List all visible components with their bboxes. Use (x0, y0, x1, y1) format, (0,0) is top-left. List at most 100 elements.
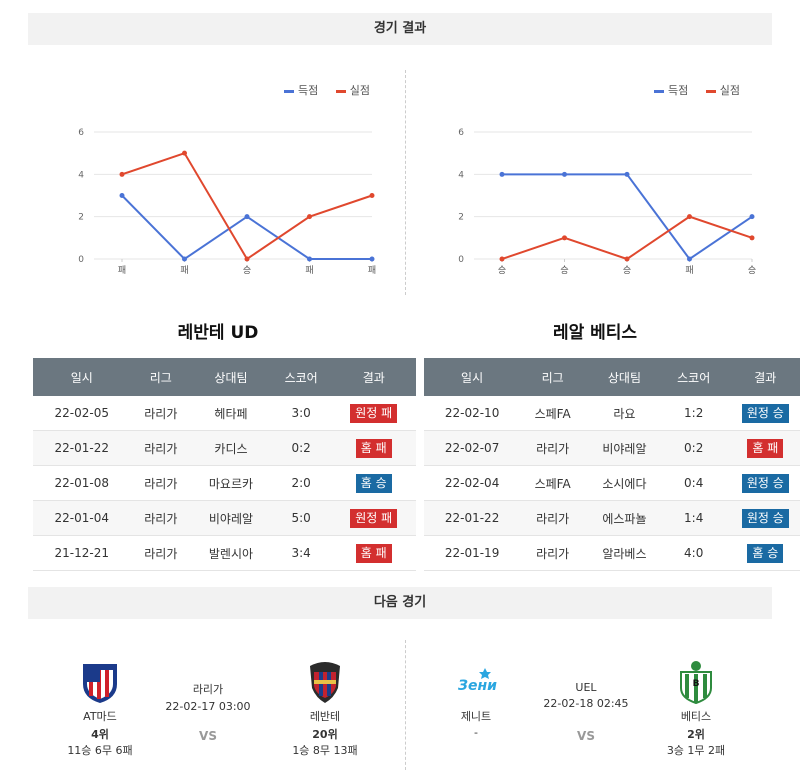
x-tick-label: 패 (305, 265, 313, 276)
next-left-away-team[interactable]: 레반테 20위 1승 8무 13패 (270, 658, 380, 758)
vs-label: VS (199, 729, 217, 743)
y-tick-label: 0 (458, 255, 464, 265)
data-point (244, 256, 250, 262)
y-tick-label: 4 (78, 170, 84, 180)
data-point (624, 256, 630, 262)
svg-text:Зенит: Зенит (458, 678, 497, 694)
data-point (369, 193, 375, 198)
legend-conceded-label: 실점 (349, 84, 370, 97)
result-badge: 원정 승 (741, 473, 789, 493)
series-line-scored (121, 194, 372, 261)
cell-opponent: 알라베스 (585, 535, 664, 571)
next-left-home-team[interactable]: AT마드 4위 11승 6무 6패 (45, 658, 155, 758)
result-badge: 원정 패 (350, 508, 398, 528)
cell-league: 라리가 (130, 535, 192, 571)
data-point (119, 193, 125, 198)
result-badge: 원정 패 (350, 403, 398, 423)
cell-score: 1:2 (663, 396, 724, 431)
data-point (749, 235, 755, 241)
match-datetime: 22-02-17 03:00 (165, 700, 251, 713)
next-right-home-team[interactable]: Зенит 제니트 - (421, 658, 531, 739)
legend-scored-label: 득점 (668, 84, 689, 97)
table-row: 22-01-22 라리가 에스파뇰 1:4 원정 승 (424, 500, 800, 536)
header-result: 결과 (331, 358, 416, 396)
table-row: 21-12-21 라리가 발렌시아 3:4 홈 패 (33, 535, 416, 571)
data-point (182, 256, 187, 262)
cell-league: 라리가 (520, 500, 586, 536)
cell-league: 라리가 (520, 430, 586, 466)
legend-conceded: 실점 (705, 84, 740, 97)
cell-result: 원정 승 (723, 396, 800, 431)
right-results-table: 일시 리그 상대팀 스코어 결과 22-02-10 스페FA 라요 1:2 원정 승 22… (424, 358, 800, 571)
y-tick-label: 2 (458, 213, 464, 223)
legend-scored: 득점 (654, 84, 688, 97)
svg-text:B: B (693, 679, 700, 689)
team-rank: 20위 (312, 728, 338, 741)
levante-logo-icon (304, 658, 346, 704)
data-point (307, 256, 312, 262)
data-point (624, 171, 630, 177)
cell-date: 22-02-04 (424, 465, 521, 501)
header-opponent: 상대팀 (191, 358, 271, 396)
cell-result: 홈 패 (723, 430, 800, 466)
next-left-match-info: 라리가 22-02-17 03:00 (153, 681, 263, 713)
left-team-title: 레반테 UD (177, 323, 259, 343)
result-badge: 홈 승 (355, 473, 392, 493)
cell-score: 5:0 (270, 500, 332, 536)
x-tick-label: 승 (623, 265, 631, 276)
cell-result: 원정 승 (723, 465, 800, 501)
cell-opponent: 헤타페 (191, 396, 271, 431)
series-line-conceded (501, 215, 753, 261)
cell-result: 원정 패 (331, 500, 416, 536)
cell-league: 스페FA (520, 396, 586, 431)
y-tick-label: 6 (458, 128, 464, 138)
cell-league: 라리가 (130, 396, 192, 431)
table-row: 22-02-04 스페FA 소시에다 0:4 원정 승 (424, 465, 800, 501)
table-row: 22-01-19 라리가 알라베스 4:0 홈 승 (424, 535, 800, 571)
data-point (307, 214, 312, 220)
header-date: 일시 (33, 358, 131, 396)
table-row: 22-02-10 스페FA 라요 1:2 원정 승 (424, 396, 800, 431)
next-right-match-info: UEL 22-02-18 02:45 (531, 681, 641, 710)
legend-conceded-label: 실점 (719, 84, 740, 97)
x-tick-label: 승 (498, 265, 506, 276)
team-record: 3승 1무 2패 (666, 744, 726, 757)
right-form-chart: 득점 실점 0 2 4 6 승 승 승 패 승 (440, 60, 780, 295)
cell-score: 0:2 (663, 430, 724, 466)
x-tick-label: 승 (560, 265, 568, 276)
table-header-row: 일시 리그 상대팀 스코어 결과 (33, 358, 416, 396)
cell-opponent: 발렌시아 (191, 535, 271, 571)
cell-opponent: 소시에다 (585, 465, 664, 501)
right-chart-legend: 득점 실점 (640, 82, 740, 98)
next-right-away-team[interactable]: B 베티스 2위 3승 1무 2패 (641, 658, 751, 758)
cell-date: 22-01-22 (424, 500, 521, 536)
cell-score: 0:2 (270, 430, 332, 466)
y-tick-label: 2 (78, 213, 84, 223)
header-score: 스코어 (270, 358, 332, 396)
result-badge: 홈 패 (747, 438, 784, 458)
result-badge: 원정 승 (741, 508, 789, 528)
header-league: 리그 (130, 358, 192, 396)
header-league: 리그 (520, 358, 586, 396)
cell-league: 라리가 (130, 430, 192, 466)
results-section-header: 경기 결과 (28, 13, 772, 45)
data-point (119, 171, 125, 177)
team-record: 11승 6무 6패 (67, 744, 133, 757)
cell-opponent: 에스파뇰 (585, 500, 664, 536)
cell-result: 홈 승 (723, 535, 800, 571)
zenit-logo-icon: Зенит (455, 658, 506, 704)
match-league: UEL (575, 681, 597, 694)
data-point (687, 256, 692, 262)
x-tick-label: 패 (180, 265, 188, 276)
cell-result: 원정 패 (331, 396, 416, 431)
header-result: 결과 (723, 358, 800, 396)
x-tick-label: 패 (368, 265, 376, 276)
result-badge: 홈 승 (747, 543, 784, 563)
cell-league: 라리가 (130, 465, 192, 501)
cell-opponent: 카디스 (191, 430, 271, 466)
legend-scored-swatch (284, 89, 294, 93)
data-point (244, 214, 250, 220)
cell-date: 22-01-04 (33, 500, 131, 536)
cell-score: 1:4 (663, 500, 724, 536)
cell-date: 22-01-19 (424, 535, 521, 571)
